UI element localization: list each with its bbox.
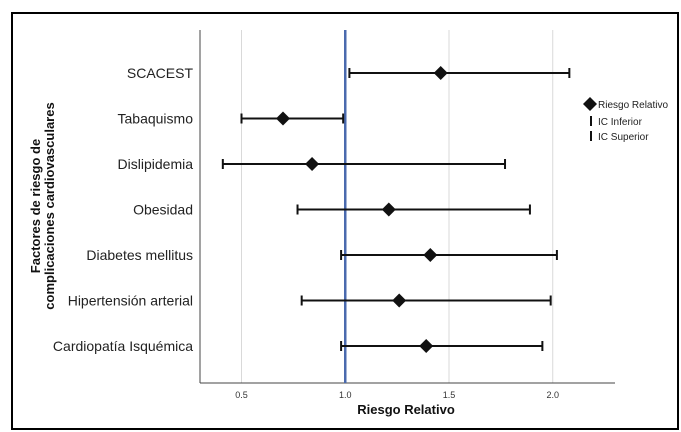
legend-label-rr: Riesgo Relativo bbox=[598, 100, 668, 111]
category-labels: SCACEST Tabaquismo Dislipidemia Obesidad Dia… bbox=[53, 65, 194, 354]
plot-axes bbox=[199, 30, 615, 384]
rr-point-3 bbox=[381, 202, 396, 217]
x-tick-labels: 0.5 1.0 1.5 2.0 bbox=[235, 390, 559, 400]
legend-diamond-icon bbox=[583, 97, 597, 111]
rr-point-5 bbox=[392, 293, 407, 308]
category-label-6: Cardiopatía Isquémica bbox=[53, 338, 193, 354]
rr-point-2 bbox=[305, 157, 320, 171]
x-tick-label-3: 2.0 bbox=[546, 390, 559, 400]
data-marks bbox=[221, 66, 571, 353]
legend-label-ci-lower: IC Inferior bbox=[598, 117, 643, 128]
legend: Riesgo Relativo IC Inferior IC Superior bbox=[583, 97, 668, 143]
x-axis-title: Riesgo Relativo bbox=[357, 402, 455, 417]
rr-point-6 bbox=[419, 339, 434, 353]
x-tick-label-0: 0.5 bbox=[235, 390, 248, 400]
category-label-4: Diabetes mellitus bbox=[86, 247, 193, 263]
rr-point-4 bbox=[423, 248, 438, 262]
y-axis-title-line2: complicaciones cardiovasculares bbox=[42, 102, 57, 309]
rr-point-1 bbox=[276, 111, 290, 126]
y-axis-title-line1: Factores de riesgo de bbox=[28, 139, 43, 273]
category-label-0: SCACEST bbox=[127, 65, 194, 81]
x-tick-label-2: 1.5 bbox=[443, 390, 456, 400]
gridlines bbox=[241, 30, 554, 383]
category-label-3: Obesidad bbox=[133, 202, 193, 218]
x-tick-label-1: 1.0 bbox=[339, 390, 352, 400]
category-label-5: Hipertensión arterial bbox=[68, 293, 193, 309]
category-label-1: Tabaquismo bbox=[118, 111, 194, 127]
category-label-2: Dislipidemia bbox=[118, 156, 194, 172]
rr-point-0 bbox=[433, 66, 448, 80]
legend-label-ci-upper: IC Superior bbox=[598, 132, 649, 143]
